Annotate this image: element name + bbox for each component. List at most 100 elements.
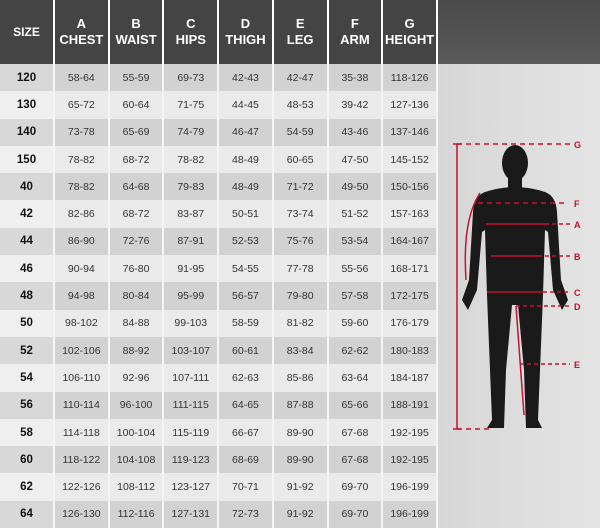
measurement-cell: 99-103 — [163, 309, 220, 337]
measurement-cell: 127-136 — [382, 91, 438, 119]
measurement-cell: 89-90 — [272, 446, 329, 474]
column-letter: F — [350, 16, 359, 31]
measurement-cell: 112-116 — [108, 500, 165, 528]
column-name: LEG — [286, 32, 314, 47]
measurement-cell: 145-152 — [382, 145, 438, 174]
measurement-cell: 49-50 — [327, 173, 384, 201]
measurement-cell: 77-78 — [272, 255, 329, 283]
column-name: ARM — [340, 32, 370, 47]
measurement-cell: 72-73 — [218, 500, 274, 528]
column-header-leg: E LEG — [272, 0, 329, 64]
measurement-cell: 63-64 — [327, 364, 384, 392]
column-header-size: SIZE — [0, 0, 55, 64]
measurement-cell: 80-84 — [108, 282, 165, 310]
measurement-cell: 48-49 — [218, 145, 274, 174]
measurement-cell: 90-94 — [54, 255, 110, 283]
measurement-cell: 60-65 — [272, 145, 329, 174]
measurement-cell: 111-115 — [163, 391, 220, 419]
measurement-cell: 78-82 — [163, 145, 220, 174]
measurement-cell: 55-56 — [327, 255, 384, 283]
measurement-cell: 150-156 — [382, 173, 438, 201]
table-row: 62 122-126 108-112 123-127 70-71 91-92 69-70 19… — [0, 473, 438, 501]
table-row: 42 82-86 68-72 83-87 50-51 73-74 51-52 157-163 — [0, 200, 438, 228]
measurement-cell: 66-67 — [218, 418, 274, 447]
measurement-cell: 43-46 — [327, 118, 384, 146]
measurement-cell: 91-92 — [272, 500, 329, 528]
measurement-cell: 85-86 — [272, 364, 329, 392]
measurement-cell: 67-68 — [327, 418, 384, 447]
measurement-cell: 168-171 — [382, 255, 438, 283]
measurement-cell: 69-70 — [327, 500, 384, 528]
measurement-cell: 86-90 — [54, 227, 110, 256]
table-row: 64 126-130 112-116 127-131 72-73 91-92 69-70 19… — [0, 500, 438, 528]
measurement-cell: 91-95 — [163, 255, 220, 283]
measurement-cell: 73-74 — [272, 200, 329, 228]
label-c: C — [574, 288, 581, 298]
column-name: WAIST — [115, 32, 157, 47]
measurement-cell: 164-167 — [382, 227, 438, 256]
measurement-cell: 68-69 — [218, 446, 274, 474]
table-row: 44 86-90 72-76 87-91 52-53 75-76 53-54 164-167 — [0, 227, 438, 256]
column-header-thigh: D THIGH — [218, 0, 274, 64]
measurement-cell: 54-55 — [218, 255, 274, 283]
size-cell: 40 — [0, 173, 55, 201]
measurement-cell: 192-195 — [382, 418, 438, 447]
measurement-cell: 48-53 — [272, 91, 329, 119]
measurement-cell: 68-72 — [108, 200, 165, 228]
measurement-cell: 60-61 — [218, 336, 274, 365]
size-cell: 130 — [0, 91, 55, 119]
column-header-hips: C HIPS — [163, 0, 220, 64]
table-row: 54 106-110 92-96 107-111 62-63 85-86 63-64 184-… — [0, 364, 438, 392]
measurement-cell: 107-111 — [163, 364, 220, 392]
measurement-cell: 42-47 — [272, 64, 329, 92]
measurement-cell: 78-82 — [54, 145, 110, 174]
label-d: D — [574, 302, 581, 312]
column-letter: E — [295, 16, 305, 31]
measurement-cell: 188-191 — [382, 391, 438, 419]
measurement-cell: 74-79 — [163, 118, 220, 146]
table-row: 40 78-82 64-68 79-83 48-49 71-72 49-50 150-156 — [0, 173, 438, 201]
measurement-cell: 91-92 — [272, 473, 329, 501]
measurement-cell: 137-146 — [382, 118, 438, 146]
measurement-cell: 172-175 — [382, 282, 438, 310]
measurement-cell: 64-65 — [218, 391, 274, 419]
measurement-cell: 87-91 — [163, 227, 220, 256]
size-cell: 56 — [0, 391, 55, 419]
measurement-cell: 119-123 — [163, 446, 220, 474]
measurement-cell: 56-57 — [218, 282, 274, 310]
measurement-cell: 100-104 — [108, 418, 165, 447]
measurement-cell: 71-75 — [163, 91, 220, 119]
table-row: 150 78-82 68-72 78-82 48-49 60-65 47-50 145-152 — [0, 145, 438, 174]
column-name: HIPS — [175, 32, 206, 47]
size-cell: 140 — [0, 118, 55, 146]
measurement-cell: 118-126 — [382, 64, 438, 92]
measurement-cell: 98-102 — [54, 309, 110, 337]
table-row: 60 118-122 104-108 119-123 68-69 89-90 67-68 19… — [0, 446, 438, 474]
size-cell: 48 — [0, 282, 55, 310]
measurement-cell: 50-51 — [218, 200, 274, 228]
measurement-cell: 46-47 — [218, 118, 274, 146]
measurement-cell: 65-69 — [108, 118, 165, 146]
table-row: 50 98-102 84-88 99-103 58-59 81-82 59-60 176-17… — [0, 309, 438, 337]
measurement-cell: 44-45 — [218, 91, 274, 119]
measurement-cell: 48-49 — [218, 173, 274, 201]
measurement-cell: 106-110 — [54, 364, 110, 392]
measurement-cell: 89-90 — [272, 418, 329, 447]
measurement-cell: 176-179 — [382, 309, 438, 337]
column-name: THIGH — [225, 32, 266, 47]
table-row: 48 94-98 80-84 95-99 56-57 79-80 57-58 172-175 — [0, 282, 438, 310]
measurement-cell: 53-54 — [327, 227, 384, 256]
measurement-cell: 103-107 — [163, 336, 220, 365]
measurement-cell: 88-92 — [108, 336, 165, 365]
measurement-cell: 78-82 — [54, 173, 110, 201]
measurement-cell: 114-118 — [54, 418, 110, 447]
measurement-cell: 69-70 — [327, 473, 384, 501]
column-name: CHEST — [59, 32, 104, 47]
measurement-cell: 115-119 — [163, 418, 220, 447]
column-header-waist: B WAIST — [108, 0, 165, 64]
measurement-cell: 39-42 — [327, 91, 384, 119]
label-f: F — [574, 199, 580, 209]
measurement-cell: 184-187 — [382, 364, 438, 392]
column-letter: A — [76, 16, 87, 31]
measurement-cell: 96-100 — [108, 391, 165, 419]
